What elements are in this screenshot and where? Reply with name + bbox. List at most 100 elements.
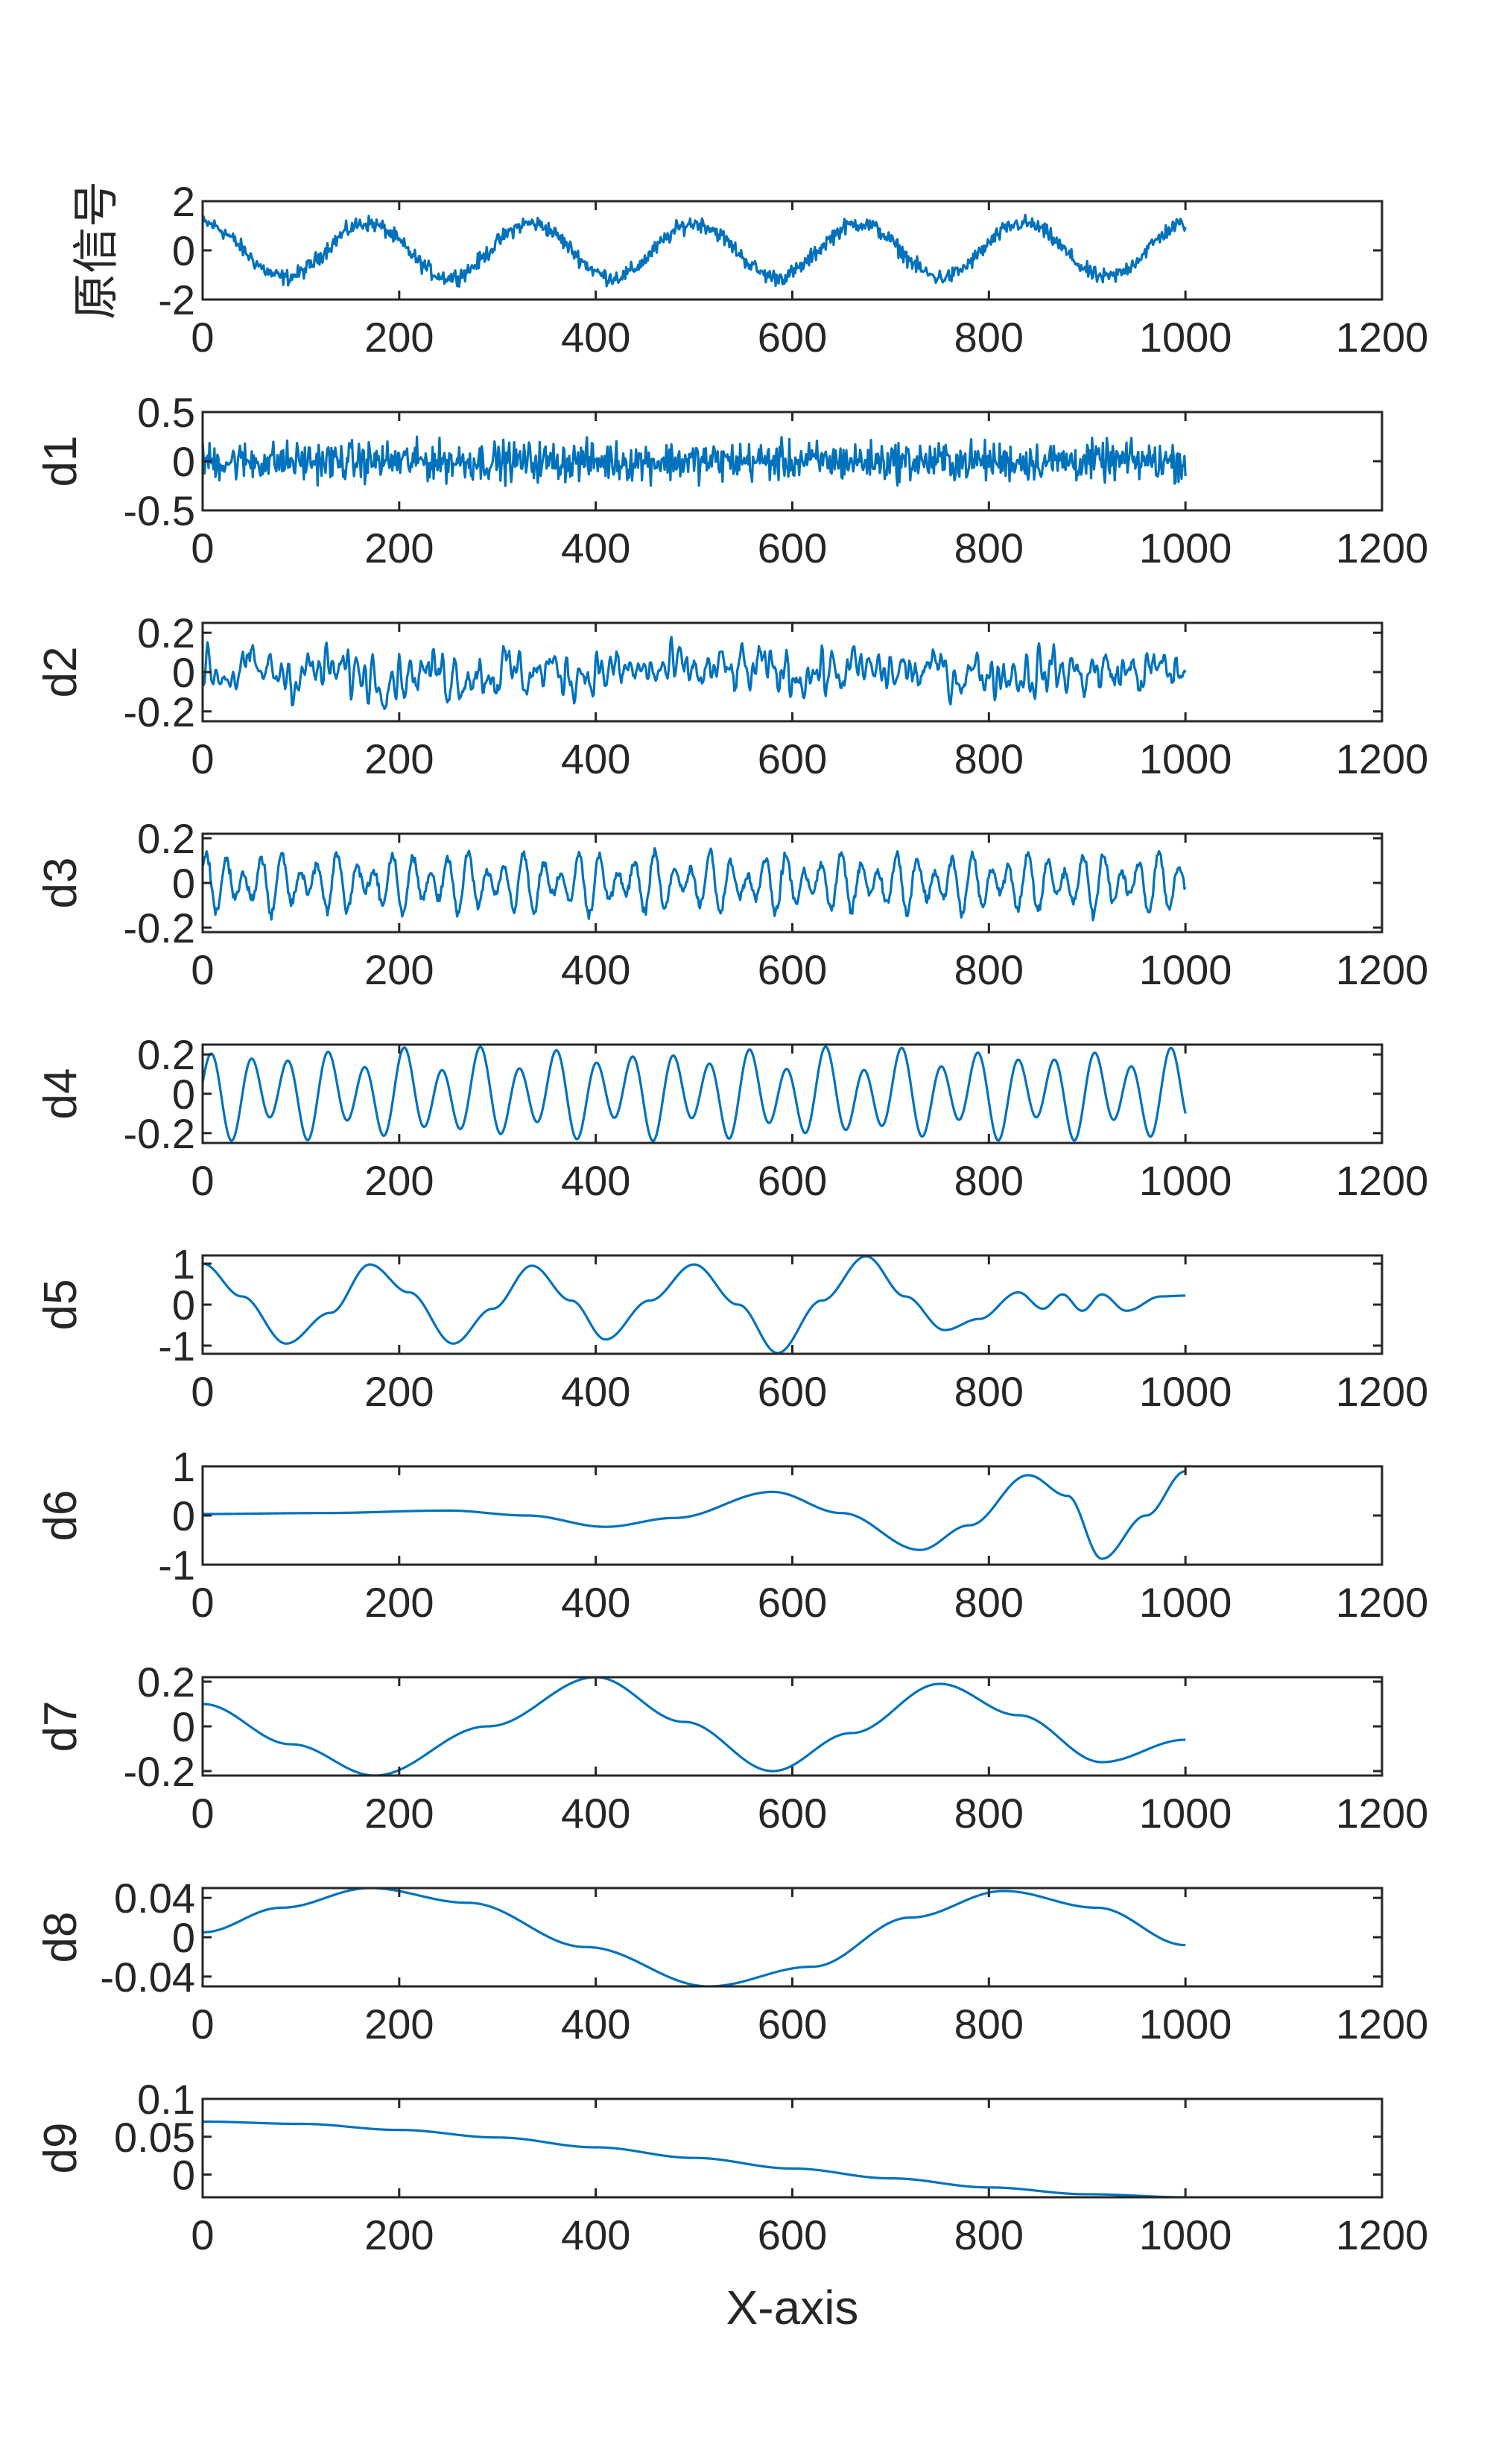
x-tick-label: 1200 — [1336, 1157, 1429, 1204]
y-tick-label: -0.2 — [124, 905, 196, 951]
x-tick-label: 600 — [758, 1368, 827, 1415]
axes-box — [201, 200, 1384, 301]
x-tick-label: 1200 — [1336, 314, 1429, 361]
subplot-d1: 0 200 400 600 800 1000 1200-0.500.5d1 — [35, 389, 1428, 571]
x-tick-label: 200 — [364, 314, 434, 361]
y-tick-label: 2 — [172, 178, 195, 225]
x-tick-label: 1000 — [1139, 2211, 1232, 2258]
x-tick-label: 0 — [191, 946, 214, 993]
x-tick-label: 1200 — [1336, 2211, 1429, 2258]
x-tick-label: 600 — [758, 525, 827, 571]
x-tick-label: 0 — [191, 314, 214, 361]
y-tick-label: -2 — [158, 276, 195, 323]
y-tick-label: -0.2 — [124, 1748, 196, 1795]
series-line-4 — [203, 1045, 1187, 1142]
series-line-7 — [203, 1677, 1186, 1776]
y-tick-label: 0 — [172, 1071, 195, 1118]
x-tick-label: 200 — [364, 1368, 434, 1415]
x-tick-label: 400 — [561, 1157, 630, 1204]
x-tick-label: 200 — [364, 1579, 434, 1626]
series-line-3 — [203, 846, 1187, 922]
y-tick-label: 0.2 — [137, 1659, 195, 1706]
y-tick-label: 0.5 — [137, 389, 195, 436]
x-tick-label: 400 — [561, 2211, 630, 2258]
y-tick-label: 0.2 — [137, 1031, 195, 1078]
y-tick-label: 0 — [172, 438, 195, 485]
y-axis-label: d2 — [35, 647, 86, 698]
x-tick-label: 800 — [954, 1579, 1024, 1626]
y-tick-label: 0.1 — [137, 2076, 195, 2123]
x-tick-label: 400 — [561, 1579, 630, 1626]
x-tick-label: 800 — [954, 946, 1024, 993]
y-axis-label: d1 — [35, 436, 86, 487]
y-tick-label: 0 — [172, 649, 195, 696]
x-tick-label: 600 — [758, 1790, 827, 1837]
x-tick-label: 1000 — [1139, 1368, 1232, 1415]
y-tick-label: -0.2 — [124, 1110, 196, 1157]
x-tick-label: 200 — [364, 735, 434, 782]
x-tick-label: 1000 — [1139, 314, 1232, 361]
x-tick-label: 600 — [758, 2211, 827, 2258]
x-tick-label: 1200 — [1336, 1368, 1429, 1415]
x-tick-label: 600 — [758, 735, 827, 782]
y-tick-label: -0.5 — [124, 487, 196, 534]
subplot-d7: 0 200 400 600 800 1000 1200-0.200.2d7 — [35, 1659, 1428, 1837]
y-tick-label: 0.2 — [137, 815, 195, 862]
y-axis-label: d9 — [35, 2123, 86, 2174]
x-tick-label: 200 — [364, 1157, 434, 1204]
x-tick-label: 400 — [561, 314, 630, 361]
x-tick-label: 0 — [191, 1368, 214, 1415]
x-tick-label: 400 — [561, 1790, 630, 1837]
x-tick-label: 1200 — [1336, 1790, 1429, 1837]
x-tick-label: 800 — [954, 735, 1024, 782]
x-tick-label: 1200 — [1336, 525, 1429, 571]
y-tick-label: -1 — [158, 1542, 195, 1589]
y-tick-label: 1 — [172, 1443, 195, 1490]
series-line-6 — [203, 1470, 1186, 1560]
axes-box — [201, 1887, 1384, 1988]
x-tick-label: 800 — [954, 2001, 1024, 2047]
y-tick-label: 0 — [172, 1703, 195, 1750]
x-tick-label: 800 — [954, 2211, 1024, 2258]
x-tick-label: 200 — [364, 525, 434, 571]
y-tick-label: -0.04 — [100, 1954, 195, 2001]
axes-box — [201, 1465, 1384, 1566]
axes-box — [201, 2097, 1384, 2199]
x-tick-label: 600 — [758, 946, 827, 993]
x-tick-label: 1200 — [1336, 1579, 1429, 1626]
x-tick-label: 0 — [191, 525, 214, 571]
x-tick-label: 400 — [561, 735, 630, 782]
x-tick-label: 600 — [758, 1579, 827, 1626]
y-tick-label: 0 — [172, 1282, 195, 1328]
x-tick-label: 1000 — [1139, 1579, 1232, 1626]
x-tick-label: 600 — [758, 1157, 827, 1204]
x-tick-label: 1000 — [1139, 1157, 1232, 1204]
x-tick-label: 1000 — [1139, 2001, 1232, 2047]
y-tick-label: 0.05 — [114, 2114, 195, 2161]
y-axis-label: d3 — [35, 858, 86, 909]
x-tick-label: 200 — [364, 946, 434, 993]
x-tick-label: 400 — [561, 946, 630, 993]
x-tick-label: 0 — [191, 1790, 214, 1837]
x-tick-label: 0 — [191, 2211, 214, 2258]
x-tick-label: 1200 — [1336, 2001, 1429, 2047]
x-tick-label: 400 — [561, 525, 630, 571]
x-tick-label: 800 — [954, 314, 1024, 361]
x-tick-label: 200 — [364, 2001, 434, 2047]
x-tick-label: 1000 — [1139, 525, 1232, 571]
x-tick-label: 800 — [954, 1157, 1024, 1204]
y-axis-label: d8 — [35, 1912, 86, 1963]
x-tick-label: 800 — [954, 525, 1024, 571]
subplot-d2: 0 200 400 600 800 1000 1200-0.200.2d2 — [35, 609, 1428, 782]
y-axis-label: d7 — [35, 1701, 86, 1752]
series-line-2 — [203, 636, 1187, 710]
subplot-d3: 0 200 400 600 800 1000 1200-0.200.2d3 — [35, 815, 1428, 993]
y-tick-label: 0 — [172, 1914, 195, 1961]
y-tick-label: -0.2 — [124, 688, 196, 735]
